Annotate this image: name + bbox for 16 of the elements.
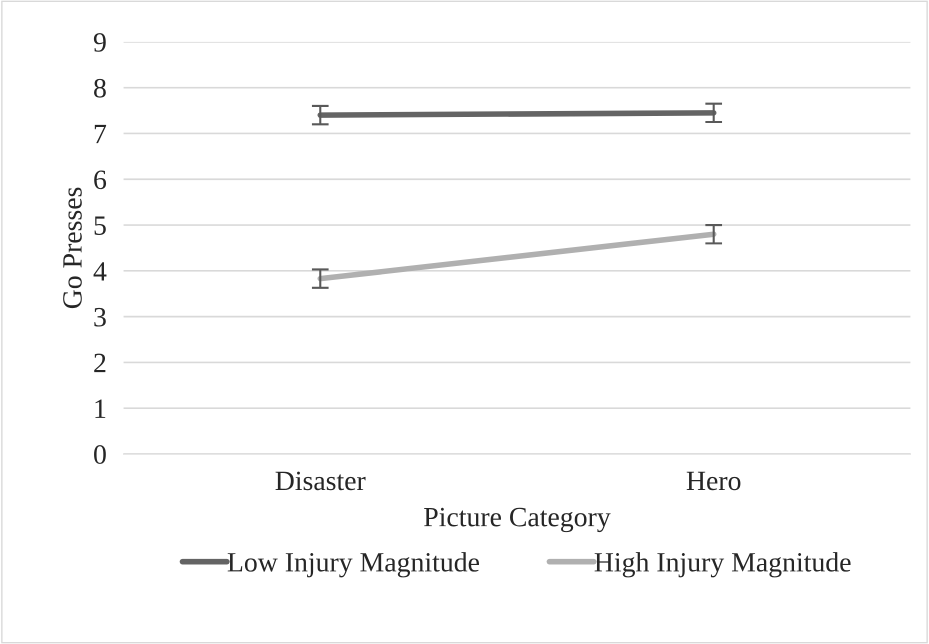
x-tick-label: Hero [686, 472, 740, 490]
x-tick-label: Disaster [276, 472, 366, 490]
y-tick-label: 8 [94, 78, 106, 98]
y-tick-label: 2 [94, 354, 106, 372]
y-tick-label: 1 [95, 400, 106, 418]
legend-label: High Injury Magnitude [594, 552, 851, 578]
y-tick-label: 6 [94, 170, 106, 190]
x-axis-title: Picture Category [424, 508, 611, 532]
legend-label: Low Injury Magnitude [228, 552, 479, 578]
y-tick-label: 5 [94, 216, 106, 235]
y-tick-label: 0 [94, 445, 106, 464]
y-tick-label: 9 [94, 33, 106, 52]
y-tick-label: 3 [94, 308, 106, 327]
y-tick-label: 7 [94, 124, 106, 144]
y-tick-label: 4 [94, 262, 106, 280]
y-axis-title: Go Presses [63, 188, 82, 308]
